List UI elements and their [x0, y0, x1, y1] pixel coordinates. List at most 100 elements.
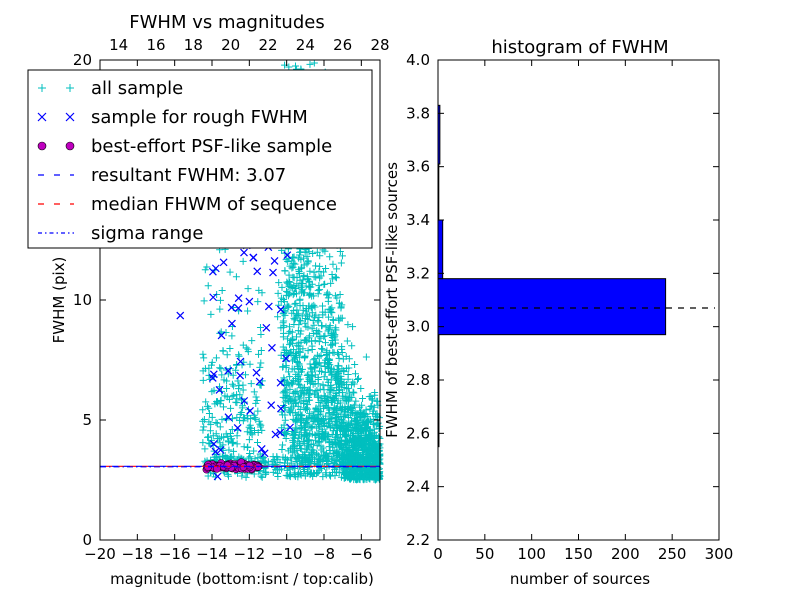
all-sample-point	[242, 371, 250, 379]
all-sample-point	[306, 409, 314, 417]
legend-plus-marker	[66, 84, 74, 92]
all-sample-point	[343, 337, 351, 345]
all-sample-point	[337, 406, 345, 414]
all-sample-point	[286, 385, 294, 393]
rough-fwhm-sample-point	[233, 423, 242, 432]
histogram-y-ticks: 2.2 2.4 2.6 2.8 3.0 3.2 3.4 3.6 3.8 4.0	[406, 51, 719, 549]
all-sample-point	[310, 321, 318, 329]
all-sample-point	[337, 259, 345, 267]
all-sample-point	[340, 441, 348, 449]
all-sample-point	[204, 472, 212, 480]
all-sample-point	[255, 417, 263, 425]
all-sample-point	[296, 425, 304, 433]
all-sample-point	[286, 373, 294, 381]
scatter-top-x-tick-label: 24	[296, 36, 315, 54]
all-sample-point	[288, 339, 296, 347]
histogram-y-tick-label: 3.0	[406, 318, 430, 336]
all-sample-point	[310, 390, 318, 398]
all-sample-point	[331, 326, 339, 334]
all-sample-point	[294, 327, 302, 335]
all-sample-point	[250, 388, 258, 396]
all-sample-point	[330, 349, 338, 357]
all-sample-point	[314, 393, 322, 401]
all-sample-point	[200, 423, 208, 431]
all-sample-point	[199, 350, 207, 358]
all-sample-point	[223, 377, 231, 385]
rough-fwhm-sample-point	[236, 371, 245, 380]
all-sample-point	[291, 316, 299, 324]
all-sample-point	[204, 282, 212, 290]
all-sample-point	[295, 266, 303, 274]
all-sample-point	[233, 391, 241, 399]
all-sample-point	[292, 370, 300, 378]
all-sample-point	[199, 406, 207, 414]
legend-label: best-effort PSF-like sample	[91, 136, 332, 157]
all-sample-point	[239, 341, 247, 349]
all-sample-point	[309, 250, 317, 258]
all-sample-point	[291, 260, 299, 268]
all-sample-point	[336, 441, 344, 449]
all-sample-point	[324, 404, 332, 412]
all-sample-point	[252, 393, 260, 401]
histogram-panel: 0 50 100 150 200 250 300 2.2 2.4 2.6 2.8 3.0 3.2 3.4…	[383, 37, 733, 588]
rough-fwhm-sample-point	[240, 248, 248, 257]
all-sample-point	[295, 380, 303, 388]
scatter-x-tick-label: −18	[122, 545, 154, 563]
all-sample-point	[206, 440, 214, 448]
all-sample-point	[320, 386, 328, 394]
all-sample-point	[290, 289, 298, 297]
all-sample-point	[353, 471, 361, 479]
all-sample-point	[319, 428, 327, 436]
scatter-title: FWHM vs magnitudes	[129, 12, 324, 33]
all-sample-point	[303, 378, 311, 386]
all-sample-point	[323, 375, 331, 383]
all-sample-point	[291, 424, 299, 432]
all-sample-point	[331, 371, 339, 379]
all-sample-point	[333, 392, 341, 400]
all-sample-point	[309, 469, 317, 477]
all-sample-point	[301, 319, 309, 327]
all-sample-point	[201, 266, 209, 274]
all-sample-point	[284, 368, 292, 376]
rough-fwhm-sample-point	[224, 366, 233, 375]
all-sample-point	[342, 446, 350, 454]
all-sample-point	[292, 350, 300, 358]
all-sample-point	[313, 386, 321, 394]
scatter-x-tick-label: −14	[196, 545, 228, 563]
scatter-x-tick-label: −10	[271, 545, 303, 563]
all-sample-point	[344, 321, 352, 329]
all-sample-point	[333, 376, 341, 384]
all-sample-point	[336, 403, 344, 411]
all-sample-point	[343, 385, 351, 393]
all-sample-point	[355, 453, 363, 461]
all-sample-point	[213, 399, 221, 407]
all-sample-point	[288, 264, 296, 272]
all-sample-point	[206, 375, 214, 383]
all-sample-point	[342, 425, 350, 433]
rough-fwhm-sample-point	[216, 446, 225, 454]
all-sample-point	[311, 380, 319, 388]
rough-fwhm-sample-point	[215, 386, 224, 394]
all-sample-point	[310, 59, 318, 67]
all-sample-point	[204, 433, 212, 441]
all-sample-point	[244, 307, 252, 315]
all-sample-point	[315, 332, 323, 340]
rough-fwhm-sample-point	[234, 294, 243, 303]
all-sample-point	[290, 445, 298, 453]
all-sample-point	[219, 347, 227, 355]
all-sample-point	[316, 367, 324, 375]
all-sample-point	[365, 469, 373, 477]
rough-fwhm-sample-point	[267, 401, 276, 410]
all-sample-point	[315, 411, 323, 419]
all-sample-point	[296, 442, 304, 450]
all-sample-point	[304, 444, 312, 452]
all-sample-point	[289, 357, 297, 365]
all-sample-point	[311, 371, 319, 379]
all-sample-point	[316, 402, 324, 410]
all-sample-point	[338, 388, 346, 396]
all-sample-point	[257, 472, 265, 480]
all-sample-point	[292, 62, 300, 70]
all-sample-point	[287, 348, 295, 356]
all-sample-point	[323, 291, 331, 299]
rough-fwhm-sample-point	[271, 430, 280, 439]
